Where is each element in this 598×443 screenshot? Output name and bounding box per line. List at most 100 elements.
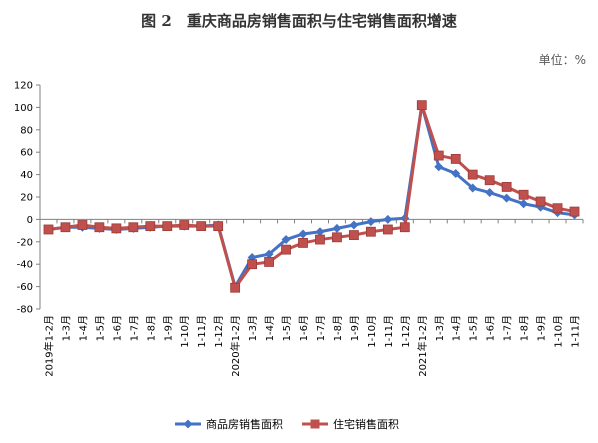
x-tick-label: 2020年1-2月 <box>229 315 242 377</box>
y-tick-label: 40 <box>20 170 33 181</box>
x-tick-label: 1-7月 <box>315 315 327 341</box>
data-point-2 <box>111 223 122 234</box>
x-tick-label: 1-6月 <box>111 315 123 341</box>
x-tick-label: 1-6月 <box>298 315 310 341</box>
data-point-2 <box>247 259 258 270</box>
x-tick-label: 2019年1-2月 <box>42 315 55 377</box>
data-point-2 <box>349 230 359 240</box>
x-tick-label: 1-8月 <box>145 315 157 341</box>
y-tick-label: 80 <box>20 125 33 136</box>
data-point-2 <box>179 220 190 230</box>
data-point-2 <box>518 189 529 200</box>
data-point-1 <box>332 223 342 233</box>
x-tick-label: 1-4月 <box>451 315 463 341</box>
y-tick-label: 100 <box>14 103 33 114</box>
x-tick-label: 1-3月 <box>247 315 259 341</box>
data-point-2 <box>450 154 461 164</box>
data-point-2 <box>298 238 308 248</box>
legend-label-1: 商品房销售面积 <box>206 417 283 431</box>
y-tick-label: -60 <box>17 282 33 293</box>
data-point-1 <box>349 220 359 230</box>
legend-marker-1 <box>183 419 193 429</box>
data-point-1 <box>434 162 444 172</box>
x-tick-label: 1-9月 <box>162 315 174 341</box>
data-point-2 <box>162 221 173 232</box>
data-point-1 <box>519 199 529 209</box>
series-line-1 <box>48 103 575 289</box>
data-point-2 <box>399 222 410 233</box>
x-tick-label: 1-8月 <box>332 315 344 341</box>
x-tick-label: 1-4月 <box>77 315 89 341</box>
data-point-2 <box>94 222 105 233</box>
data-point-2 <box>281 244 291 255</box>
y-tick-label: 20 <box>20 193 33 204</box>
data-point-1 <box>502 193 512 203</box>
x-tick-label: 1-9月 <box>349 315 361 341</box>
plot-area: -80 -60 -40 -20 0 20 40 60 80 100 120 2019年1-2月 1-3月… <box>14 81 584 377</box>
data-point-2 <box>569 206 580 217</box>
data-point-1 <box>366 217 376 227</box>
data-point-1 <box>383 214 393 224</box>
x-tick-label: 1-9月 <box>536 315 548 341</box>
x-tick-label: 1-11月 <box>383 315 395 348</box>
data-point-2 <box>230 282 241 293</box>
data-point-1 <box>451 168 461 178</box>
data-point-2 <box>332 232 342 243</box>
data-point-2 <box>501 182 512 192</box>
data-point-2 <box>535 196 546 207</box>
x-tick-label: 1-11月 <box>196 315 208 348</box>
legend-label-2: 住宅销售面积 <box>333 417 399 431</box>
data-point-2 <box>433 150 444 161</box>
data-point-2 <box>484 175 495 186</box>
data-point-2 <box>382 224 393 235</box>
data-point-1 <box>485 188 495 198</box>
y-tick-label: -40 <box>17 260 33 271</box>
legend-marker-2 <box>310 419 320 429</box>
x-tick-label: 1-7月 <box>502 315 514 341</box>
data-point-2 <box>552 203 563 214</box>
x-tick-label: 1-11月 <box>570 315 582 348</box>
x-tick-label: 1-3月 <box>434 315 446 341</box>
x-tick-label: 1-6月 <box>485 315 497 341</box>
legend: 商品房销售面积 住宅销售面积 <box>175 417 399 431</box>
x-tick-label: 1-4月 <box>264 315 276 341</box>
y-tick-label: 0 <box>27 215 33 226</box>
data-point-2 <box>60 222 71 233</box>
x-tick-label: 1-5月 <box>468 315 480 341</box>
x-tick-label: 1-7月 <box>128 315 140 341</box>
y-tick-label: 120 <box>14 81 33 92</box>
data-point-1 <box>315 227 325 237</box>
x-tick-label: 1-10月 <box>553 315 565 348</box>
y-tick-label: -20 <box>17 237 33 248</box>
data-point-2 <box>145 221 156 232</box>
data-point-2 <box>315 234 325 245</box>
y-tick-label: -80 <box>17 305 33 316</box>
unit-label: 单位：% <box>539 52 586 67</box>
data-point-2 <box>365 226 376 237</box>
data-point-1 <box>264 249 274 259</box>
data-point-2 <box>467 169 478 180</box>
y-tick-label: 60 <box>20 148 33 159</box>
chart-title: 图 2 重庆商品房销售面积与住宅销售面积增速 <box>141 12 457 30</box>
data-point-1 <box>468 183 478 193</box>
x-tick-label: 1-5月 <box>94 315 106 341</box>
x-tick-label: 1-3月 <box>60 315 72 341</box>
data-point-2 <box>43 224 54 235</box>
data-point-2 <box>213 221 224 232</box>
x-tick-label: 1-12月 <box>400 315 412 348</box>
data-point-2 <box>128 222 139 233</box>
data-point-1 <box>298 229 308 239</box>
x-tick-label: 2021年1-2月 <box>416 315 429 377</box>
data-point-2 <box>77 220 88 230</box>
x-tick-label: 1-8月 <box>519 315 531 341</box>
series-line-2 <box>48 103 575 290</box>
x-tick-label: 1-10月 <box>179 315 191 348</box>
x-tick-label: 1-12月 <box>213 315 225 348</box>
data-point-2 <box>264 257 274 267</box>
x-tick-label: 1-5月 <box>281 315 293 341</box>
x-tick-label: 1-10月 <box>366 315 378 348</box>
data-point-1 <box>281 235 291 245</box>
data-point-2 <box>416 100 427 111</box>
